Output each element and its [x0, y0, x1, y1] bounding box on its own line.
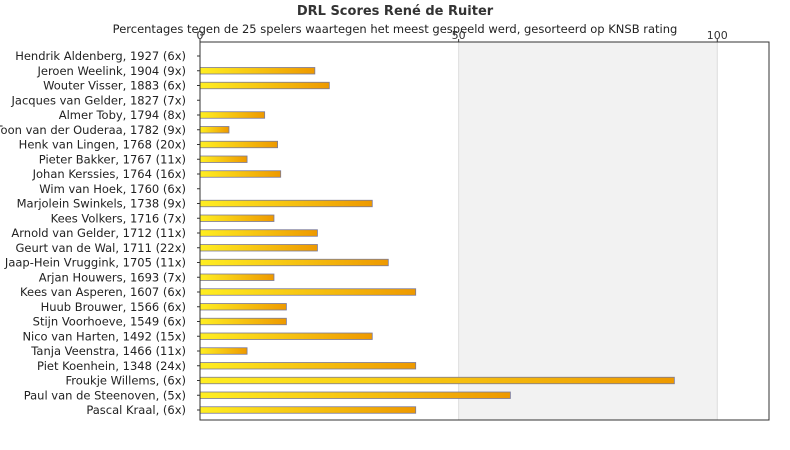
bar [199, 347, 248, 355]
category-label: Henk van Lingen, 1768 (20x) [19, 138, 186, 152]
category-label: Hendrik Aldenberg, 1927 (6x) [15, 49, 186, 63]
bar [199, 406, 417, 414]
category-label: Johan Kerssies, 1764 (16x) [32, 167, 186, 181]
category-label: Jaap-Hein Vruggink, 1705 (11x) [4, 256, 186, 270]
bar [199, 332, 373, 340]
category-label: Almer Toby, 1794 (8x) [59, 108, 186, 122]
category-labels: Hendrik Aldenberg, 1927 (6x)Jeroen Weeli… [0, 49, 200, 417]
category-label: Piet Koenhein, 1348 (24x) [37, 359, 186, 373]
bar [199, 362, 417, 370]
tick-label: 100 [707, 29, 728, 42]
category-label: Tanja Veenstra, 1466 (11x) [30, 344, 186, 358]
bar [199, 111, 266, 119]
category-label: Nico van Harten, 1492 (15x) [22, 329, 186, 343]
bar [199, 170, 282, 178]
bar [199, 303, 287, 311]
category-label: Arnold van Gelder, 1712 (11x) [11, 226, 186, 240]
category-label: Pieter Bakker, 1767 (11x) [39, 152, 186, 166]
background-band [458, 42, 718, 420]
category-label: Paul van de Steenoven, (5x) [24, 388, 186, 402]
category-label: Froukje Willems, (6x) [65, 374, 186, 388]
category-label: Marjolein Swinkels, 1738 (9x) [17, 197, 186, 211]
bar [199, 126, 230, 134]
category-label: Kees van Asperen, 1607 (6x) [20, 285, 186, 299]
grid-lines [458, 42, 718, 420]
background-bands [200, 42, 769, 420]
category-label: Jeroen Weelink, 1904 (9x) [36, 64, 186, 78]
bars [199, 67, 675, 414]
category-label: Kees Volkers, 1716 (7x) [51, 211, 186, 225]
category-label: Arjan Houwers, 1693 (7x) [39, 270, 186, 284]
plot-border [199, 41, 770, 421]
background-band [717, 42, 769, 420]
bar [199, 67, 316, 75]
bar [199, 288, 417, 296]
tick-label: 0 [197, 29, 204, 42]
chart-title: DRL Scores René de Ruiter [296, 4, 494, 19]
category-label: Toon van der Ouderaa, 1782 (9x) [0, 123, 186, 137]
bar [199, 376, 675, 385]
bar [199, 199, 373, 208]
tick-label: 50 [452, 29, 466, 42]
chart-subtitle: Percentages tegen de 25 spelers waartege… [112, 22, 678, 36]
bar [199, 214, 275, 222]
bar [199, 155, 248, 163]
bar [199, 258, 389, 267]
bar [199, 273, 275, 281]
bar [199, 229, 318, 237]
category-label: Wouter Visser, 1883 (6x) [43, 79, 186, 93]
category-label: Huub Brouwer, 1566 (6x) [41, 300, 186, 314]
category-label: Wim van Hoek, 1760 (6x) [39, 182, 186, 196]
category-label: Geurt van de Wal, 1711 (22x) [15, 241, 186, 255]
category-label: Pascal Kraal, (6x) [86, 403, 186, 417]
bar [199, 140, 278, 149]
bar [199, 317, 287, 326]
bar [199, 244, 318, 252]
plot-frame [199, 41, 770, 421]
x-axis-ticks: 0 50 100 [197, 29, 728, 42]
bar [199, 391, 511, 399]
category-label: Stijn Voorhoeve, 1549 (6x) [33, 315, 186, 329]
category-label: Jacques van Gelder, 1827 (7x) [11, 93, 186, 107]
bar [199, 81, 330, 90]
